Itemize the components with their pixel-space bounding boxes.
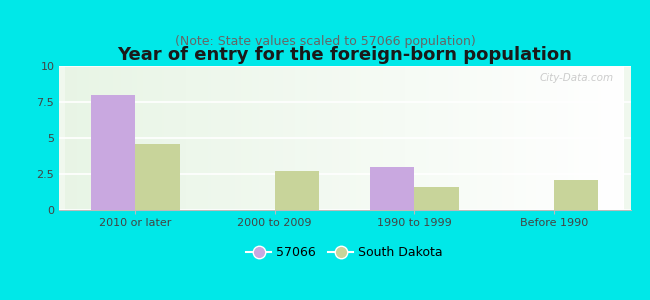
- Bar: [90, 95, 135, 210]
- Bar: [554, 180, 599, 210]
- Legend: 57066, South Dakota: 57066, South Dakota: [241, 241, 448, 264]
- Text: City-Data.com: City-Data.com: [540, 73, 614, 83]
- Title: Year of entry for the foreign-born population: Year of entry for the foreign-born popul…: [117, 46, 572, 64]
- Bar: [414, 187, 459, 210]
- Bar: [370, 167, 414, 210]
- Bar: [275, 171, 319, 210]
- Text: (Note: State values scaled to 57066 population): (Note: State values scaled to 57066 popu…: [175, 34, 475, 47]
- Bar: [135, 144, 180, 210]
